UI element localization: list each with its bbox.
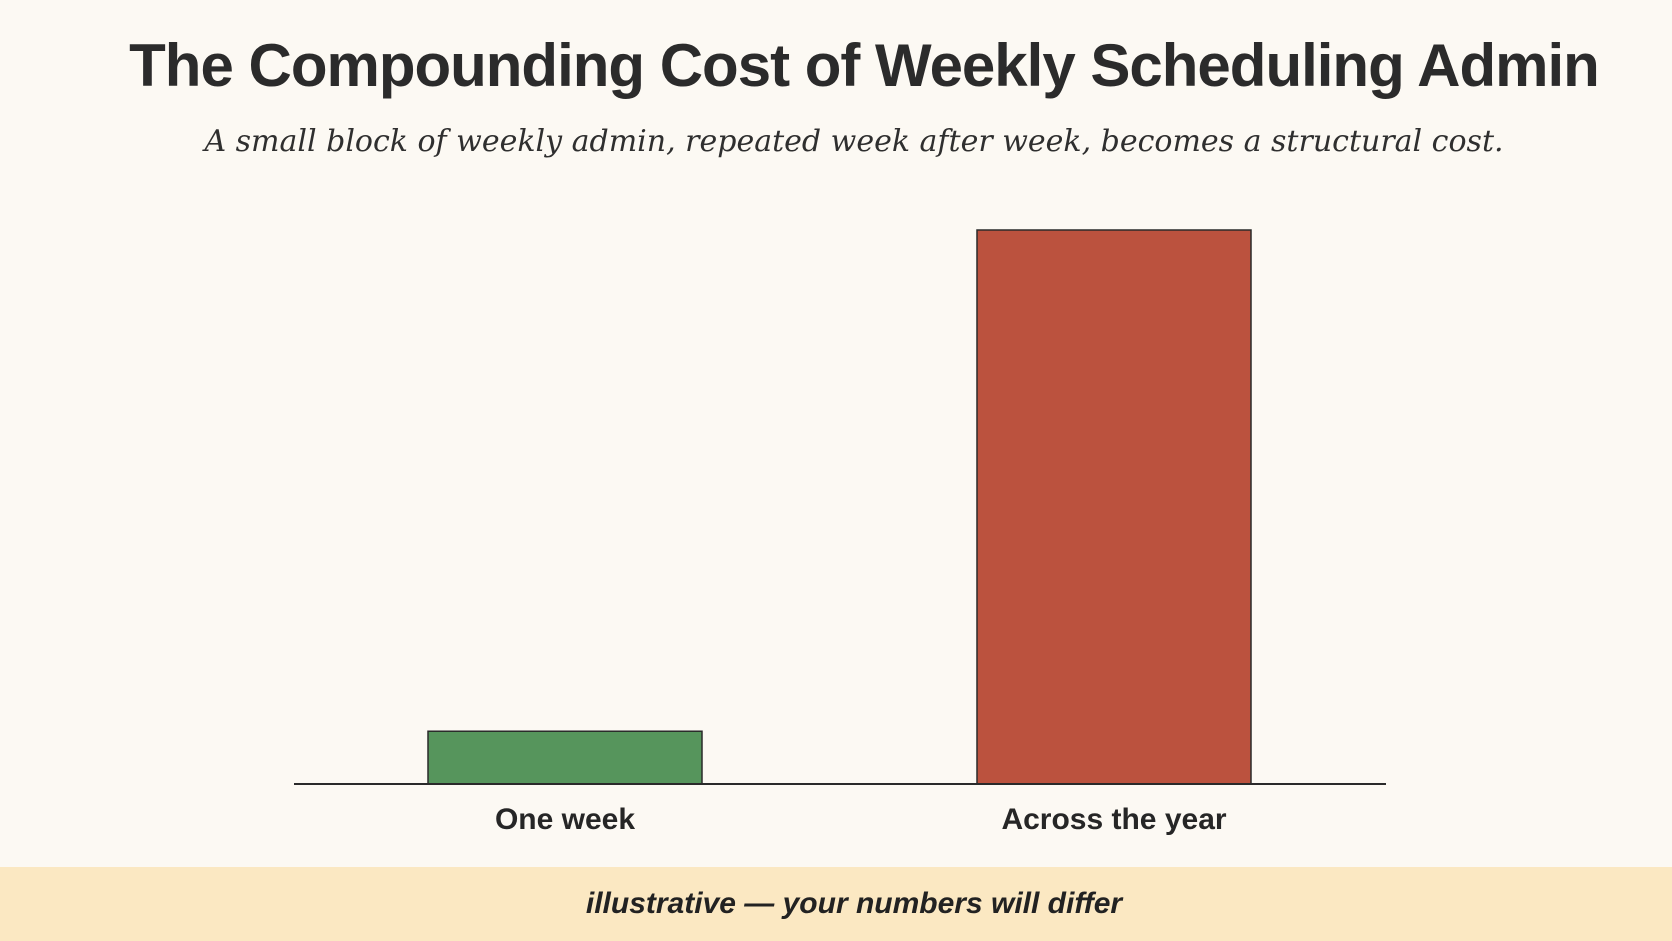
bar-across-the-year	[976, 229, 1252, 785]
bar-one-week	[427, 730, 703, 785]
category-label-one-week: One week	[495, 803, 635, 836]
chart-subtitle: A small block of weekly admin, repeated …	[204, 124, 1504, 159]
footer-banner: illustrative — your numbers will differ	[0, 867, 1672, 941]
chart-title: The Compounding Cost of Weekly Schedulin…	[129, 32, 1600, 99]
category-label-across-the-year: Across the year	[1001, 803, 1226, 836]
bars-group	[427, 229, 1252, 785]
category-labels: One week Across the year	[495, 803, 1227, 836]
bar-chart: One week Across the year	[294, 229, 1386, 836]
footer-note: illustrative — your numbers will differ	[585, 887, 1123, 920]
